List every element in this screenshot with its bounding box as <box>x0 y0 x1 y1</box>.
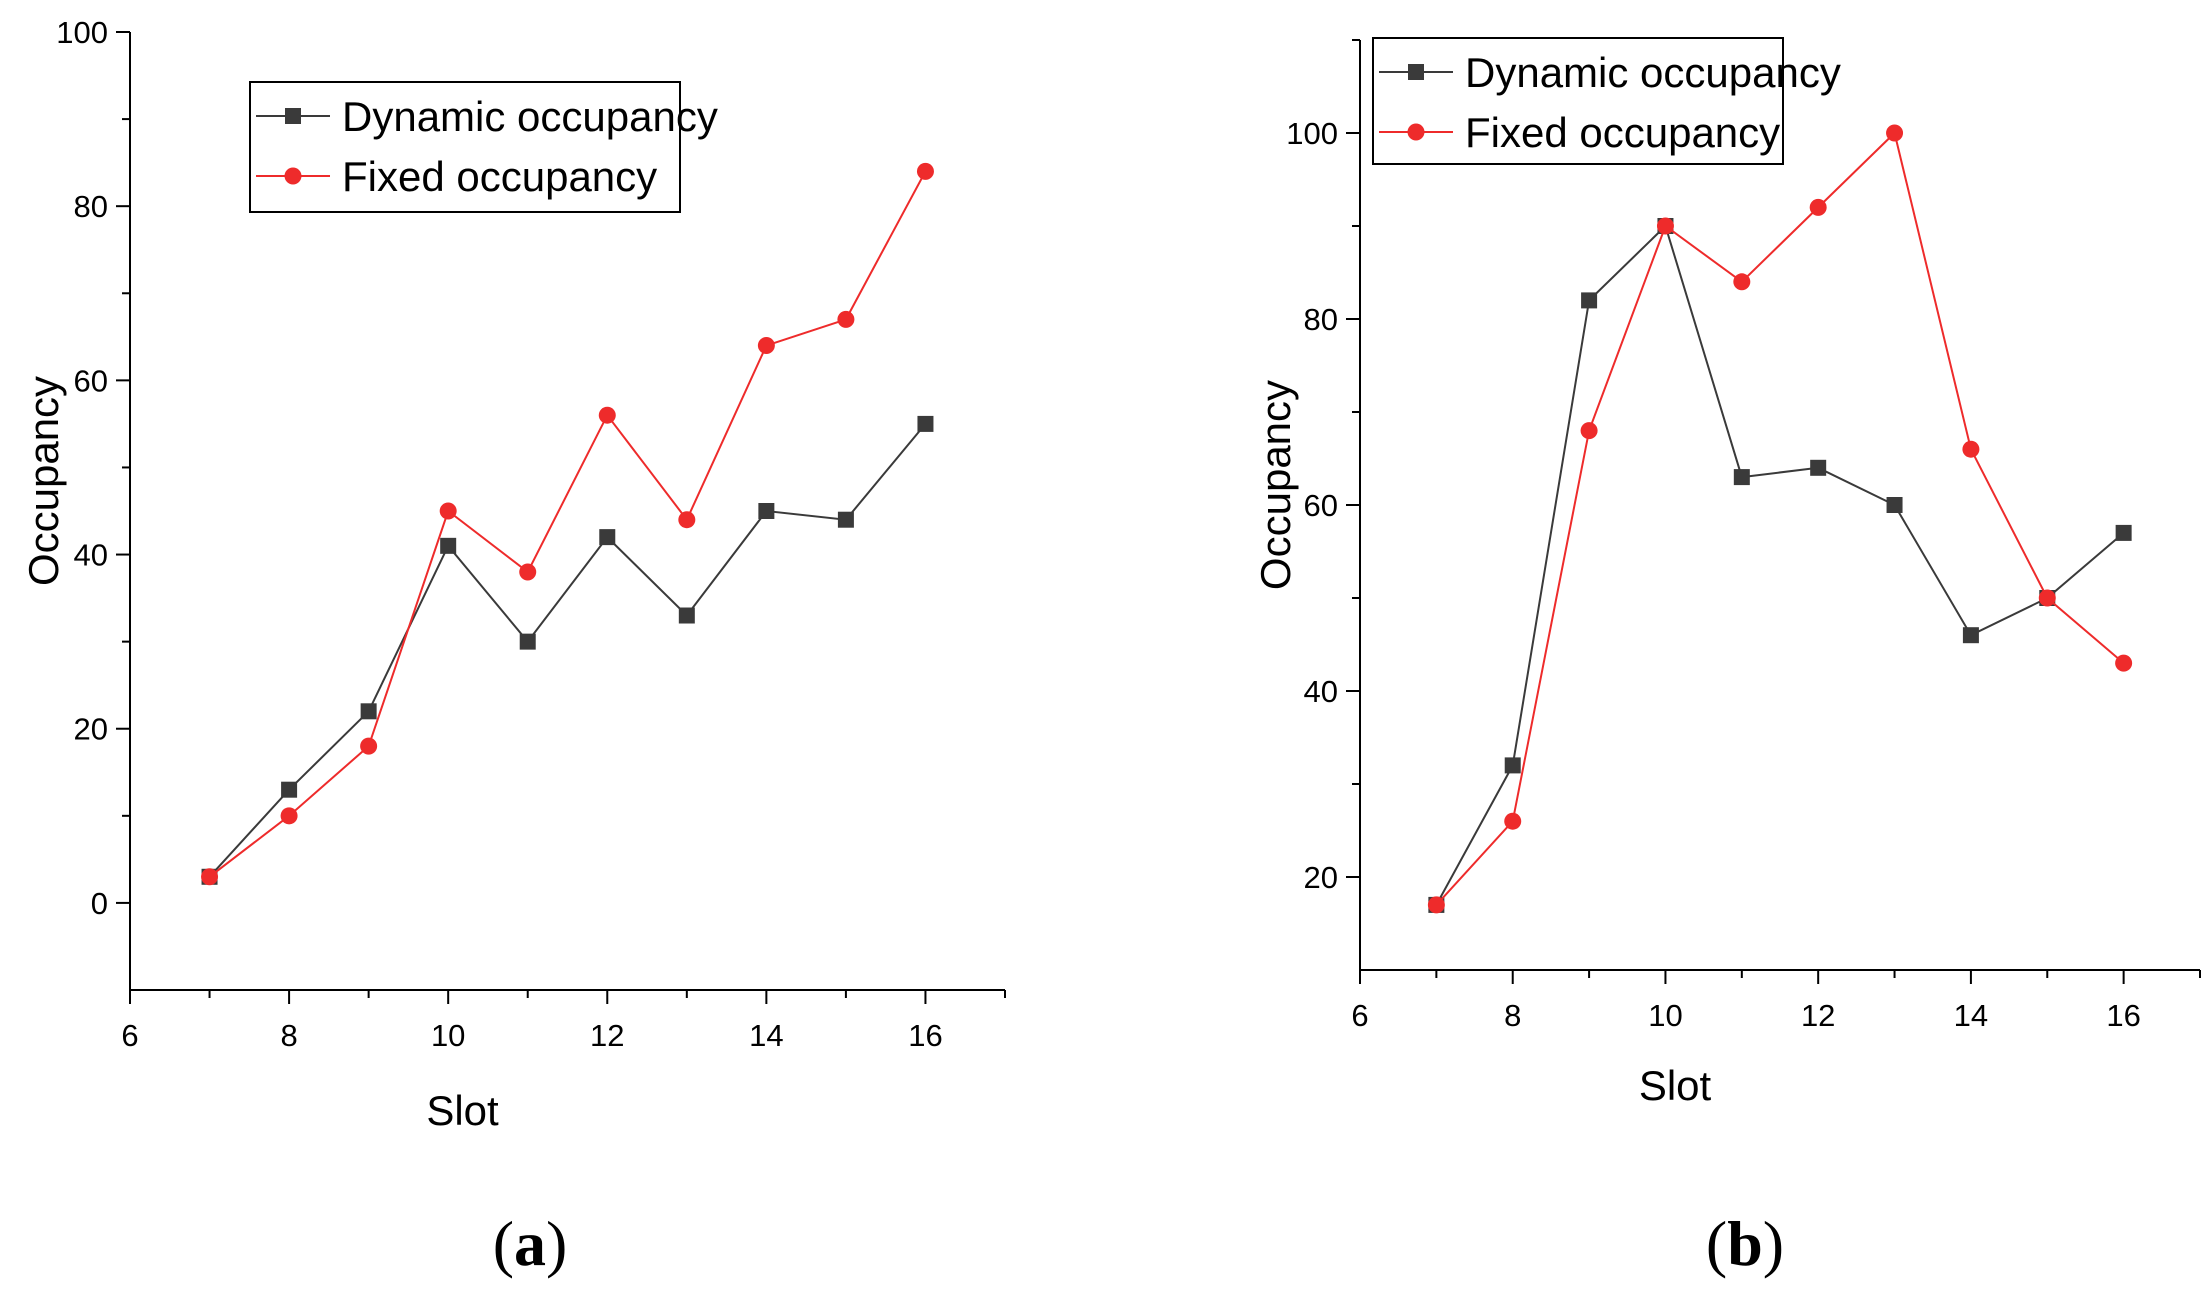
y-tick-label-b: 80 <box>1304 302 1338 337</box>
data-point-b-0 <box>1581 292 1598 309</box>
x-tick-label-b: 16 <box>2106 998 2140 1033</box>
data-point-a-0 <box>758 503 775 519</box>
data-point-b-1 <box>2115 654 2133 672</box>
series-line-b-1 <box>1435 131 2125 906</box>
legend-label-a-0: Dynamic occupancy <box>342 93 718 140</box>
data-point-b-0 <box>1504 757 1521 774</box>
x-tick-label-b: 12 <box>1801 998 1835 1033</box>
data-point-a-0 <box>599 529 616 546</box>
x-axis-title-a: Slot <box>426 1087 499 1134</box>
x-tick-label-a: 12 <box>590 1018 624 1053</box>
y-tick-label-a: 80 <box>74 189 108 224</box>
data-point-a-1 <box>360 737 378 755</box>
x-tick-label-a: 16 <box>908 1018 942 1053</box>
data-point-b-1 <box>1809 198 1827 216</box>
data-point-a-1 <box>757 337 775 355</box>
data-point-b-0 <box>1886 497 1903 513</box>
series-line-a-0 <box>208 423 927 878</box>
y-axis-title-b: Occupancy <box>1252 380 1299 590</box>
x-tick-label-a: 8 <box>280 1018 297 1053</box>
legend-label-b-1: Fixed occupancy <box>1465 109 1780 156</box>
data-point-b-1 <box>2038 589 2056 607</box>
y-tick-label-a: 0 <box>91 886 108 921</box>
data-point-a-0 <box>678 607 695 624</box>
panel-label-b: (b) <box>1706 1208 1784 1279</box>
data-point-b-0 <box>1733 469 1750 486</box>
legend-a <box>249 81 681 213</box>
data-point-b-1 <box>1427 896 1445 914</box>
data-point-b-0 <box>1962 627 1979 644</box>
legend-marker-b-1 <box>1407 123 1425 141</box>
x-axis-title-b: Slot <box>1639 1062 1712 1109</box>
chart-panel-b: 6 8 10 12 14 16 20 40 60 80 100 Slot Occupancy Dynami… <box>1252 37 2201 1279</box>
data-point-a-1 <box>678 511 696 529</box>
x-tick-label-a: 14 <box>749 1018 783 1053</box>
data-point-b-1 <box>1656 217 1674 235</box>
chart-panel-a: 6 8 10 12 14 16 0 20 40 60 80 100 Slot Occupancy Dynam… <box>20 15 1006 1279</box>
data-point-a-0 <box>837 511 854 528</box>
y-tick-label-b: 20 <box>1304 860 1338 895</box>
data-point-a-1 <box>201 868 219 886</box>
series-line-b-0 <box>1435 224 2125 906</box>
data-point-b-0 <box>2115 524 2132 541</box>
data-point-a-1 <box>916 162 934 180</box>
legend-marker-a-1 <box>284 167 302 185</box>
data-point-b-1 <box>1962 440 1980 458</box>
y-tick-label-b: 60 <box>1304 488 1338 523</box>
x-tick-label-b: 14 <box>1954 998 1988 1033</box>
data-point-b-1 <box>1504 812 1522 830</box>
y-tick-label-a: 60 <box>74 363 108 398</box>
legend-label-a-1: Fixed occupancy <box>342 153 657 200</box>
y-tick-label-a: 100 <box>56 15 108 50</box>
data-point-a-1 <box>598 406 616 424</box>
data-point-a-1 <box>837 310 855 328</box>
data-point-a-1 <box>519 563 537 581</box>
legend-b <box>1372 37 1784 165</box>
panel-label-a: (a) <box>493 1208 568 1279</box>
data-point-a-0 <box>281 781 298 798</box>
y-tick-label-b: 100 <box>1286 116 1338 151</box>
data-point-b-1 <box>1886 124 1904 142</box>
x-tick-label-b: 6 <box>1351 998 1368 1033</box>
data-point-b-1 <box>1580 422 1598 440</box>
y-axis-title-a: Occupancy <box>20 376 67 586</box>
data-point-b-0 <box>1810 459 1827 476</box>
data-point-a-0 <box>360 703 377 720</box>
data-point-a-1 <box>280 807 298 825</box>
x-tick-label-b: 10 <box>1648 998 1682 1033</box>
x-tick-label-a: 6 <box>121 1018 138 1053</box>
data-point-a-0 <box>519 633 536 650</box>
legend-marker-a-0 <box>285 108 301 124</box>
y-tick-label-a: 20 <box>74 712 108 747</box>
series-line-a-1 <box>208 170 927 878</box>
data-point-a-1 <box>439 502 457 520</box>
legend-marker-b-0 <box>1408 64 1424 80</box>
data-point-b-1 <box>1733 273 1751 291</box>
data-point-a-0 <box>917 415 934 432</box>
x-tick-label-a: 10 <box>431 1018 465 1053</box>
legend-label-b-0: Dynamic occupancy <box>1465 49 1841 96</box>
y-tick-label-b: 40 <box>1304 674 1338 709</box>
x-tick-label-b: 8 <box>1504 998 1521 1033</box>
y-tick-label-a: 40 <box>74 538 108 573</box>
data-point-a-0 <box>440 537 457 554</box>
